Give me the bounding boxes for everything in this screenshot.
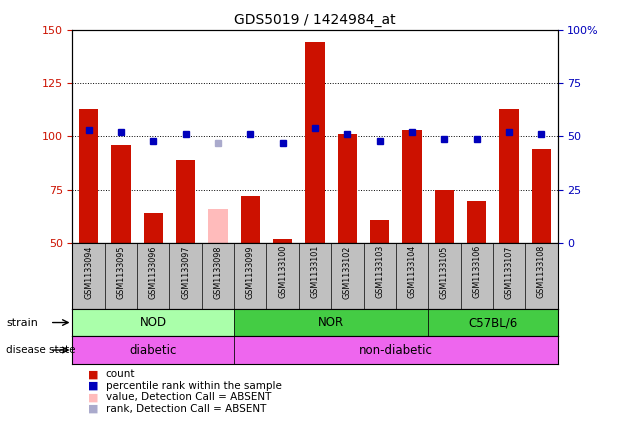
- Bar: [435, 190, 454, 243]
- Text: GSM1133104: GSM1133104: [408, 245, 416, 299]
- Bar: [112, 145, 130, 243]
- Bar: [79, 109, 98, 243]
- Text: percentile rank within the sample: percentile rank within the sample: [106, 381, 282, 391]
- Text: GSM1133103: GSM1133103: [375, 245, 384, 299]
- Bar: [209, 209, 227, 243]
- Bar: [72, 309, 234, 336]
- Bar: [234, 309, 428, 336]
- Text: NOR: NOR: [318, 316, 344, 329]
- Bar: [532, 149, 551, 243]
- Text: ■: ■: [88, 392, 99, 402]
- Bar: [72, 336, 234, 364]
- Text: GSM1133108: GSM1133108: [537, 245, 546, 299]
- Bar: [428, 309, 558, 336]
- Bar: [500, 109, 518, 243]
- Bar: [144, 213, 163, 243]
- Text: GSM1133094: GSM1133094: [84, 245, 93, 299]
- Text: GSM1133105: GSM1133105: [440, 245, 449, 299]
- Bar: [338, 134, 357, 243]
- Bar: [467, 201, 486, 243]
- Text: GSM1133096: GSM1133096: [149, 245, 158, 299]
- Text: GSM1133106: GSM1133106: [472, 245, 481, 299]
- Text: rank, Detection Call = ABSENT: rank, Detection Call = ABSENT: [106, 404, 266, 414]
- Text: GSM1133102: GSM1133102: [343, 245, 352, 299]
- Text: NOD: NOD: [140, 316, 167, 329]
- Text: C57BL/6: C57BL/6: [468, 316, 517, 329]
- Text: GSM1133097: GSM1133097: [181, 245, 190, 299]
- Text: disease state: disease state: [6, 345, 76, 355]
- Text: GSM1133095: GSM1133095: [117, 245, 125, 299]
- Bar: [273, 239, 292, 243]
- Title: GDS5019 / 1424984_at: GDS5019 / 1424984_at: [234, 13, 396, 27]
- Text: ■: ■: [88, 404, 99, 414]
- Text: value, Detection Call = ABSENT: value, Detection Call = ABSENT: [106, 392, 272, 402]
- Bar: [176, 160, 195, 243]
- Text: GSM1133100: GSM1133100: [278, 245, 287, 299]
- Text: diabetic: diabetic: [130, 343, 177, 357]
- Text: non-diabetic: non-diabetic: [359, 343, 433, 357]
- Bar: [241, 196, 260, 243]
- Text: GSM1133099: GSM1133099: [246, 245, 255, 299]
- Text: ■: ■: [88, 369, 99, 379]
- Text: GSM1133098: GSM1133098: [214, 245, 222, 299]
- Text: GSM1133107: GSM1133107: [505, 245, 513, 299]
- Text: strain: strain: [6, 318, 38, 327]
- Bar: [234, 336, 558, 364]
- Bar: [370, 220, 389, 243]
- Bar: [403, 130, 421, 243]
- Bar: [306, 42, 324, 243]
- Text: GSM1133101: GSM1133101: [311, 245, 319, 299]
- Text: count: count: [106, 369, 135, 379]
- Text: ■: ■: [88, 381, 99, 391]
